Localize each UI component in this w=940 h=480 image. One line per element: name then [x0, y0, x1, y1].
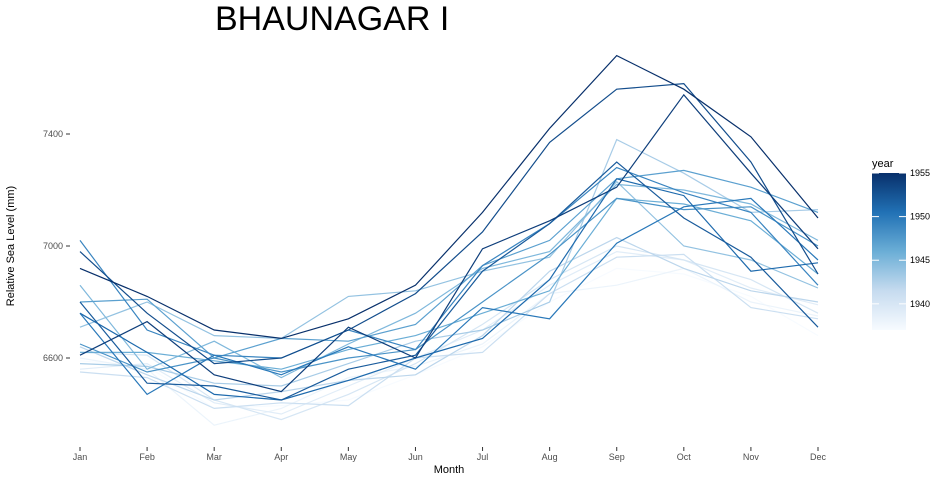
- y-tick-label-7400: 7400: [43, 129, 63, 139]
- x-tick-label-Jan: Jan: [73, 452, 88, 462]
- series-line-1937: [79, 267, 819, 410]
- series-line-1948: [79, 197, 819, 373]
- series-line-1946: [80, 197, 819, 370]
- x-tick-label-Jun: Jun: [408, 452, 423, 462]
- x-axis-title: Month: [434, 464, 465, 476]
- series-line-1951: [79, 178, 819, 401]
- x-tick-label-May: May: [340, 452, 358, 462]
- legend-tick-label-1940: 1940: [910, 299, 930, 309]
- legend-title: year: [872, 158, 894, 170]
- x-tick-label-Apr: Apr: [274, 452, 288, 462]
- series-line-1945: [79, 183, 819, 379]
- legend-tick-label-1945: 1945: [910, 255, 930, 265]
- legend-tick-label-1950: 1950: [910, 212, 930, 222]
- x-tick-label-Aug: Aug: [542, 452, 558, 462]
- series-line-1943: [79, 138, 819, 387]
- x-tick-label-Dec: Dec: [810, 452, 827, 462]
- y-axis-title: Relative Sea Level (mm): [5, 186, 17, 306]
- series-line-1952: [79, 161, 819, 401]
- y-axis: 6600 7000 7400: [43, 129, 70, 363]
- series-line-1953: [79, 82, 819, 365]
- series-line-1950: [79, 197, 819, 396]
- series-line-1949: [79, 166, 819, 359]
- x-tick-label-Mar: Mar: [206, 452, 222, 462]
- series-line-1942: [79, 236, 819, 401]
- chart-title: BHAUNAGAR I: [215, 0, 449, 38]
- legend-colorbar: [872, 173, 906, 330]
- legend: year 1940 1945 1950 1955: [872, 158, 930, 330]
- x-tick-label-Jul: Jul: [477, 452, 489, 462]
- y-tick-label-7000: 7000: [43, 241, 63, 251]
- legend-tick-label-1955: 1955: [910, 168, 930, 178]
- series-layer: [79, 54, 819, 426]
- x-tick-label-Nov: Nov: [743, 452, 760, 462]
- y-tick-label-6600: 6600: [43, 353, 63, 363]
- x-tick-label-Oct: Oct: [677, 452, 692, 462]
- x-tick-label-Feb: Feb: [139, 452, 155, 462]
- series-line-1954: [79, 93, 819, 393]
- series-line-1947: [79, 169, 819, 359]
- series-line-1955: [79, 54, 819, 340]
- series-line-1944: [79, 180, 819, 340]
- x-axis: Jan Feb Mar Apr May Jun Jul Aug Sep Oct Nov Dec: [73, 447, 827, 462]
- x-tick-label-Sep: Sep: [609, 452, 625, 462]
